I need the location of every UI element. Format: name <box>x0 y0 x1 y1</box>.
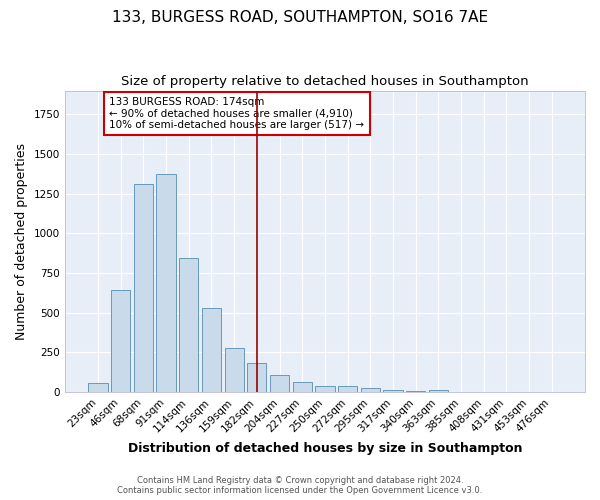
Bar <box>179 258 199 392</box>
Text: Contains HM Land Registry data © Crown copyright and database right 2024.
Contai: Contains HM Land Registry data © Crown c… <box>118 476 482 495</box>
Bar <box>293 382 312 392</box>
Y-axis label: Number of detached properties: Number of detached properties <box>15 143 28 340</box>
Bar <box>338 386 357 392</box>
Bar <box>315 386 335 392</box>
Bar <box>88 383 108 392</box>
Bar <box>270 376 289 392</box>
Text: 133 BURGESS ROAD: 174sqm
← 90% of detached houses are smaller (4,910)
10% of sem: 133 BURGESS ROAD: 174sqm ← 90% of detach… <box>109 97 364 130</box>
Bar <box>134 184 153 392</box>
Bar <box>428 390 448 392</box>
Bar <box>361 388 380 392</box>
Bar <box>202 308 221 392</box>
Bar <box>224 348 244 392</box>
Bar <box>247 362 266 392</box>
Bar <box>383 390 403 392</box>
Bar <box>406 391 425 392</box>
X-axis label: Distribution of detached houses by size in Southampton: Distribution of detached houses by size … <box>128 442 522 455</box>
Bar <box>111 290 130 392</box>
Title: Size of property relative to detached houses in Southampton: Size of property relative to detached ho… <box>121 75 529 88</box>
Bar <box>157 174 176 392</box>
Text: 133, BURGESS ROAD, SOUTHAMPTON, SO16 7AE: 133, BURGESS ROAD, SOUTHAMPTON, SO16 7AE <box>112 10 488 25</box>
